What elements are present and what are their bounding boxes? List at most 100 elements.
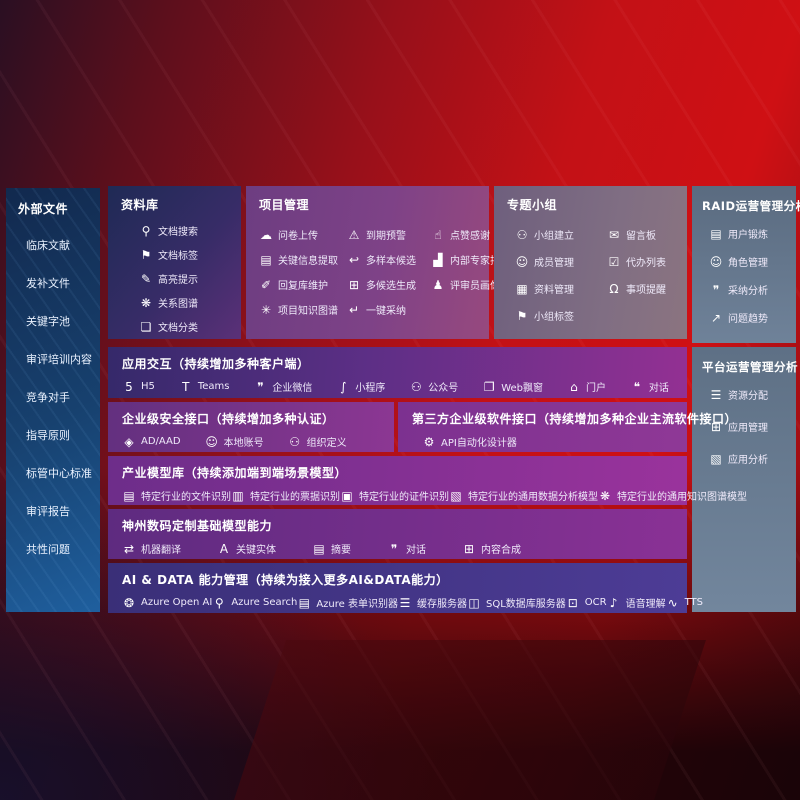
h5-icon: 5	[125, 379, 133, 394]
feature-item: ♟ 评审员画像	[431, 277, 510, 293]
project-items: ☁ 问卷上传 ⚠ 到期预警 ☝ 点赞感谢 ▤ 关键信息提取 ↩ 多样本候选 ▟ 内部专家排名 ✐ 回复库维…	[259, 222, 510, 322]
item-label: 对话	[406, 545, 426, 556]
item-label: 角色管理	[728, 258, 768, 269]
api-designer-gear-icon: ⚙	[423, 434, 435, 449]
feature-item: ⇄ 机器翻译	[122, 541, 181, 557]
feature-item: ▧ 应用分析	[709, 451, 796, 467]
panel-title: 资料库	[121, 198, 159, 212]
item-label: 多候选生成	[366, 281, 416, 292]
feature-item: ▥ 特定行业的票据识别	[231, 488, 340, 504]
web-popup-icon: ❐	[483, 379, 495, 394]
item-label: 缓存服务器	[417, 599, 467, 610]
receipt-recognition-icon: ▥	[232, 488, 244, 503]
portal-icon: ⌂	[570, 379, 578, 394]
feature-item: ☰ 资源分配	[709, 387, 796, 403]
feature-item: ❞ 企业微信	[253, 379, 313, 395]
item-label: 小组建立	[534, 231, 574, 242]
item-label: 到期预警	[366, 231, 406, 242]
feature-item: A 关键实体	[217, 541, 276, 557]
raid-analysis-panel: RAID运营管理分析 ▤ 用户锻炼 ☺ 角色管理 ❞ 采纳分析 ↗ 问题趋势	[692, 186, 800, 343]
local-account-icon: ☺	[205, 434, 218, 449]
feature-item: ⊞ 多候选生成	[347, 277, 427, 293]
item-label: 文档标签	[158, 251, 198, 262]
external-file-item: 审评培训内容	[26, 351, 100, 367]
ad-aad-icon: ◈	[124, 434, 134, 449]
external-file-item: 指导原则	[26, 427, 100, 443]
feature-item: ✉ 留言板	[607, 227, 687, 243]
external-files-list: 临床文献 发补文件 关键字池 审评培训内容 竞争对手 指导原则 标管中心标准 审…	[18, 237, 100, 557]
project-management-panel: 项目管理 ☁ 问卷上传 ⚠ 到期预警 ☝ 点赞感谢 ▤ 关键信息提取 ↩ 多样本候选 ▟ 内部专家排名…	[246, 186, 510, 339]
item-label: 审评培训内容	[26, 353, 92, 366]
row-title: 应用交互（持续增加多种客户端）	[122, 357, 310, 371]
item-label: 采纳分析	[728, 286, 768, 297]
feature-item: ❞ 对话	[387, 541, 426, 557]
panel-title: RAID运营管理分析	[702, 199, 800, 213]
project-knowledge-graph-icon: ✳	[260, 302, 272, 317]
item-label: Azure 表单识别器	[316, 599, 398, 610]
feature-item: ▧ 特定行业的通用数据分析模型	[449, 488, 598, 504]
material-manage-icon: ▦	[516, 281, 528, 296]
item-label: Azure Search	[231, 597, 298, 608]
alarm-warning-icon: ⚠	[348, 227, 360, 242]
item-label: 多样本候选	[366, 256, 416, 267]
item-label: API自动化设计器	[441, 438, 517, 449]
panel-title: 外部文件	[18, 202, 69, 216]
tts-icon: ∿	[667, 595, 678, 610]
document-tag-icon: ⚑	[140, 247, 152, 262]
feature-item: ❏ 文档分类	[139, 319, 241, 335]
item-label: 关系图谱	[158, 299, 198, 310]
industry-model-row: 产业模型库（持续添加端到端场景模型） ▤ 特定行业的文件识别 ▥ 特定行业的票据识别 ▣…	[108, 456, 747, 505]
item-label: 高亮提示	[158, 275, 198, 286]
feature-item: ⚇ 公众号	[409, 379, 458, 395]
item-label: SQL数据库服务器	[486, 599, 566, 610]
org-define-icon: ⚇	[289, 434, 300, 449]
feature-item: ❐ Web飘窗	[482, 379, 544, 395]
item-label: 文档搜索	[158, 227, 198, 238]
item-label: 门户	[585, 383, 606, 394]
row-title: 企业级安全接口（持续增加多种认证）	[122, 412, 335, 426]
message-board-icon: ✉	[608, 227, 620, 242]
app-manage-icon: ⊞	[710, 419, 722, 434]
external-file-item: 共性问题	[26, 541, 100, 557]
feature-item: ☺ 本地账号	[205, 434, 263, 450]
item-label: 审评报告	[26, 505, 70, 518]
item-label: 关键信息提取	[278, 256, 338, 267]
panel-title: 项目管理	[259, 198, 310, 212]
item-label: 留言板	[626, 231, 656, 242]
feature-item: ⚙ API自动化设计器	[422, 434, 517, 450]
feature-item: ▤ 摘要	[312, 541, 351, 557]
library-items: ⚲ 文档搜索 ⚑ 文档标签 ✎ 高亮提示 ❋ 关系图谱 ❏ 文档分类	[121, 223, 241, 335]
security-items: ◈ AD/AAD ☺ 本地账号 ⚇ 组织定义	[122, 434, 380, 450]
item-label: 对话	[648, 383, 669, 394]
cloud-upload-icon: ☁	[260, 227, 272, 242]
feature-item: ▤ 特定行业的文件识别	[122, 488, 231, 504]
interaction-items: 5 H5 T Teams ❞ 企业微信 ∫ 小程序 ⚇ 公众号 ❐ Web飘窗 ⌂ 门户 ❝ 对话	[122, 379, 673, 395]
machine-translate-icon: ⇄	[123, 541, 135, 556]
external-file-item: 发补文件	[26, 275, 100, 291]
reply-library-icon: ✐	[260, 277, 272, 292]
feature-item: ⚑ 文档标签	[139, 247, 241, 263]
item-label: 项目知识图谱	[278, 306, 338, 317]
knowledge-graph-model-icon: ❋	[599, 488, 611, 503]
file-recognition-icon: ▤	[123, 488, 135, 503]
item-label: Azure Open AI	[141, 597, 213, 608]
content-synthesis-icon: ⊞	[463, 541, 475, 556]
item-label: 特定行业的票据识别	[250, 492, 340, 503]
item-label: TTS	[684, 597, 703, 608]
highlight-pen-icon: ✎	[140, 271, 152, 286]
feature-item: ◫ SQL数据库服务器	[467, 595, 566, 611]
feature-item: ☁ 问卷上传	[259, 227, 343, 243]
reviewer-profile-icon: ♟	[432, 277, 444, 292]
item-label: Web飘窗	[501, 383, 544, 394]
item-label: 组织定义	[306, 438, 347, 449]
item-label: 问卷上传	[278, 231, 318, 242]
item-label: 应用管理	[728, 423, 768, 434]
key-entity-icon: A	[219, 541, 229, 556]
group-create-icon: ⚇	[516, 227, 528, 242]
item-label: 成员管理	[534, 258, 574, 269]
ai-data-row: AI & DATA 能力管理（持续为接入更多AI&DATA能力） ❂ Azure …	[108, 563, 703, 613]
item-label: 内容合成	[481, 545, 521, 556]
item-label: 企业微信	[272, 383, 313, 394]
library-panel: 资料库 ⚲ 文档搜索 ⚑ 文档标签 ✎ 高亮提示 ❋ 关系图谱 ❏ 文档分类	[108, 186, 241, 339]
item-label: AD/AAD	[141, 436, 181, 447]
